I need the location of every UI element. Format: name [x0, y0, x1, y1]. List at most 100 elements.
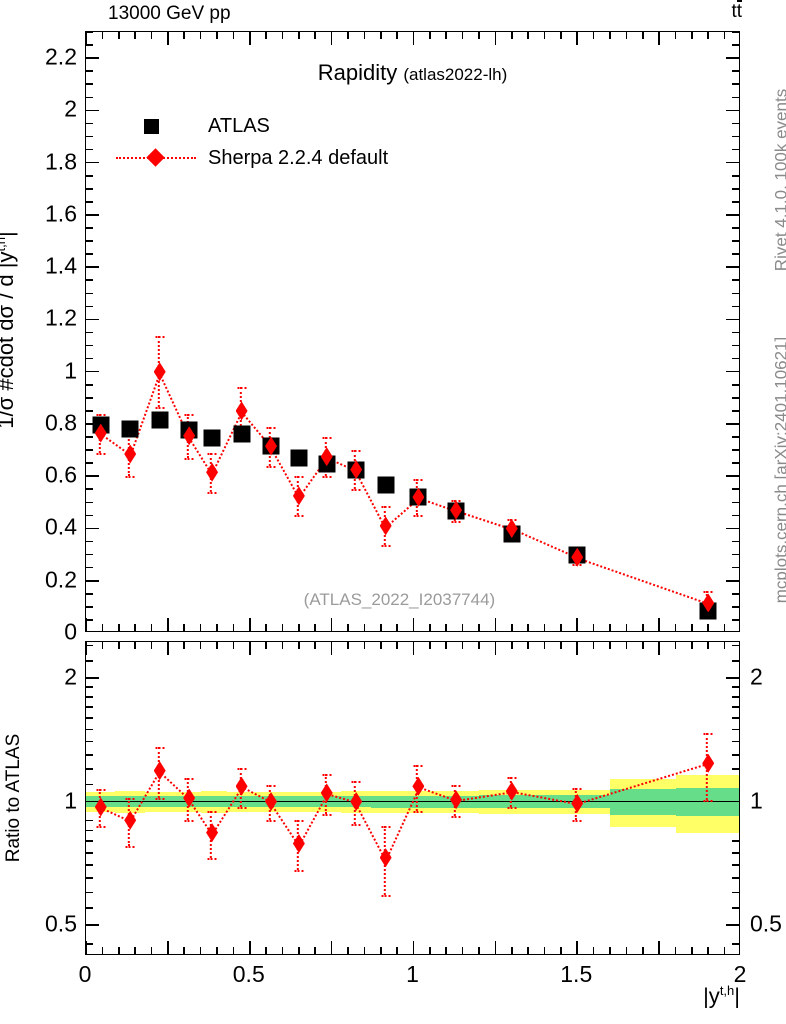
ratio-x-tick — [167, 941, 169, 954]
ratio-y-tick-right — [732, 740, 739, 743]
main-y-axis-title-sup: t,h — [0, 237, 8, 252]
main-y-tick-right — [726, 370, 739, 373]
ratio-y-tick-label-right: 0.5 — [750, 910, 782, 937]
ratio-error-bar-cap-top — [207, 810, 217, 813]
main-x-tick — [609, 624, 611, 631]
main-y-tick-right — [732, 331, 739, 334]
ratio-x-tick — [396, 947, 398, 954]
mc-error-bar-cap-bottom — [155, 406, 165, 409]
mc-error-bar-cap-bottom — [184, 457, 194, 460]
ratio-x-tick-top — [314, 642, 317, 649]
ratio-x-tick — [543, 947, 546, 954]
main-y-tick-label: 1.4 — [45, 252, 77, 279]
main-x-tick-top — [150, 32, 153, 39]
ratio-x-tick-top — [478, 642, 480, 649]
main-x-tick — [510, 624, 513, 631]
ratio-x-tick-top — [330, 642, 333, 655]
main-y-tick-right — [732, 514, 739, 517]
main-x-tick-top — [101, 32, 104, 39]
main-y-tick — [86, 606, 93, 608]
ratio-error-bar-cap-bottom — [572, 820, 582, 823]
ratio-x-tick — [445, 947, 448, 954]
main-plot-panel: Rapidity (atlas2022-lh) (ATLAS_2022_I203… — [85, 31, 740, 632]
main-y-tick-right — [732, 201, 739, 203]
atlas-data-marker — [121, 420, 139, 438]
ratio-y-tick — [86, 717, 93, 719]
ratio-x-tick — [117, 947, 120, 954]
plot-title-suffix: (atlas2022-lh) — [403, 65, 508, 84]
ratio-x-tick — [379, 947, 382, 954]
ratio-error-bar-cap-top — [266, 784, 276, 787]
main-x-tick — [641, 624, 644, 631]
main-x-tick-top — [199, 32, 202, 39]
x-axis-title: |yt,h| — [703, 983, 740, 1009]
main-y-tick-right — [732, 135, 739, 138]
ratio-y-tick — [86, 907, 93, 909]
main-y-tick-right — [732, 553, 739, 556]
ratio-x-tick — [265, 947, 267, 954]
main-x-tick — [298, 624, 300, 631]
x-axis-title-text: |y — [703, 983, 720, 1009]
main-y-tick — [86, 70, 93, 72]
ratio-x-tick-top — [117, 642, 120, 649]
mc-error-bar-cap-bottom — [125, 476, 135, 479]
main-y-tick — [86, 331, 93, 334]
ratio-error-bar-cap-top — [351, 781, 361, 784]
main-x-tick-top — [314, 32, 317, 39]
ratio-error-bar-cap-bottom — [125, 845, 135, 848]
legend-item-atlas[interactable]: ATLAS — [110, 110, 388, 142]
ratio-error-bar-cap-bottom — [507, 806, 517, 809]
mc-error-bar-cap-bottom — [96, 452, 106, 455]
main-y-tick-right — [726, 266, 739, 268]
main-y-tick — [86, 83, 93, 86]
main-x-tick — [478, 624, 480, 631]
ratio-y-tick-right — [732, 942, 739, 945]
main-x-tick-top — [183, 32, 186, 39]
ratio-error-bar-cap-top — [294, 820, 304, 823]
main-x-tick-top — [461, 32, 464, 39]
main-y-tick-right — [732, 122, 739, 125]
ratio-x-tick — [723, 947, 726, 954]
ratio-y-tick — [86, 819, 93, 822]
main-x-tick-top — [510, 32, 513, 39]
main-x-tick-top — [167, 32, 169, 45]
legend-marker-square — [110, 115, 202, 137]
main-y-tick-right — [726, 57, 739, 59]
ratio-y-tick — [86, 783, 93, 786]
ratio-y-tick-right — [732, 768, 739, 770]
ratio-x-tick — [199, 947, 202, 954]
main-y-tick-label: 1 — [64, 357, 77, 384]
ratio-y-tick — [86, 740, 93, 743]
main-y-tick — [86, 579, 99, 582]
ratio-x-tick — [625, 947, 628, 954]
atlas-data-marker — [203, 429, 221, 447]
ratio-error-bar-cap-bottom — [237, 806, 247, 809]
ratio-x-tick — [232, 947, 235, 954]
ratio-x-tick-top — [543, 642, 546, 649]
ratio-x-tick — [707, 947, 710, 954]
ratio-x-tick-top — [298, 642, 300, 649]
main-y-tick-right — [732, 305, 739, 308]
beam-energy-label: 13000 GeV pp — [108, 3, 231, 24]
ratio-y-tick-label: 0.5 — [45, 910, 77, 937]
ratio-x-tick-top — [592, 642, 595, 649]
main-y-tick — [86, 553, 93, 556]
ratio-x-tick-top — [183, 642, 186, 649]
ratio-x-tick-top — [199, 642, 202, 649]
main-x-tick — [167, 618, 169, 631]
legend-item-sherpa[interactable]: Sherpa 2.2.4 default — [110, 142, 388, 174]
main-y-tick — [86, 266, 99, 268]
main-x-tick — [216, 624, 218, 631]
ratio-y-tick — [86, 840, 93, 843]
main-y-tick-right — [732, 449, 739, 451]
main-y-tick — [86, 187, 93, 190]
atlas-data-marker — [151, 411, 169, 429]
ratio-x-tick-top — [379, 642, 382, 649]
generator-info-label: Rivet 4.1.0, 100k events — [771, 88, 786, 272]
main-y-tick-right — [732, 174, 739, 177]
ratio-x-tick-top — [150, 642, 153, 649]
ratio-x-tick — [347, 947, 349, 954]
ratio-plot-panel — [85, 641, 740, 955]
legend-marker-diamond — [110, 147, 202, 169]
ratio-error-bar-cap-bottom — [96, 826, 106, 829]
